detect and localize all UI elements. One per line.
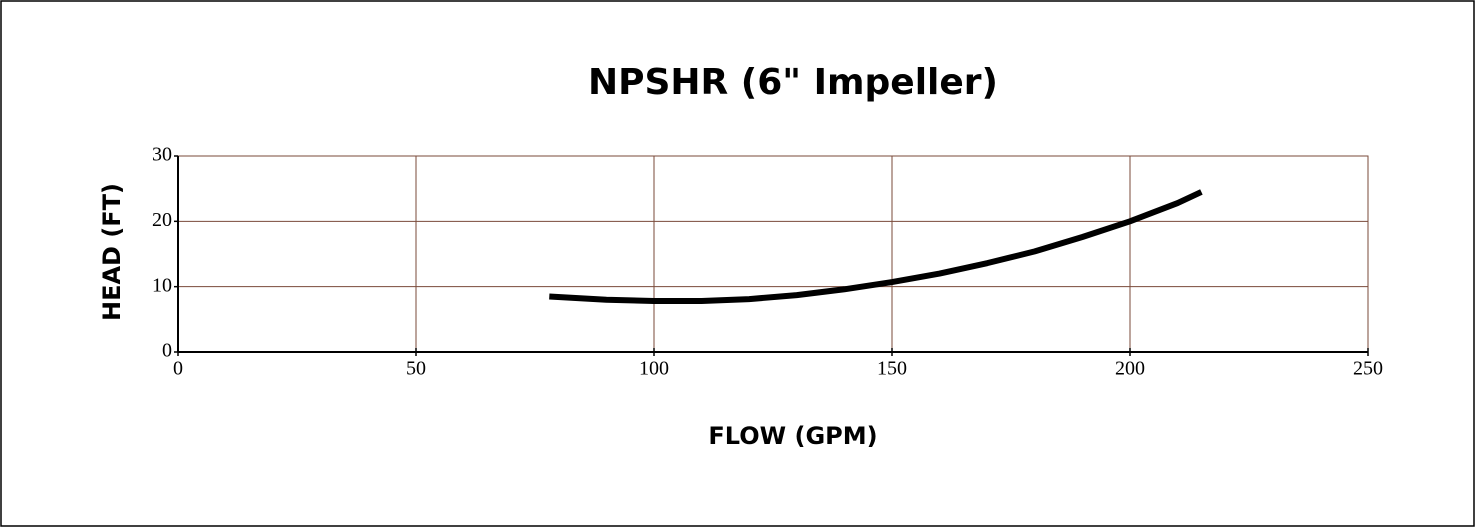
x-tick-label: 150 (877, 358, 907, 380)
line-series (549, 189, 1203, 305)
y-tick-label: 0 (162, 340, 172, 362)
x-tick-label: 100 (639, 358, 669, 380)
y-axis-label: HEAD (FT) (98, 183, 126, 321)
x-axis-label: FLOW (GPM) (708, 422, 877, 450)
x-tick-label: 250 (1353, 358, 1383, 380)
x-tick-label: 0 (173, 358, 183, 380)
y-tick-label: 20 (152, 209, 172, 231)
y-tick-label: 30 (152, 144, 172, 166)
chart-title: NPSHR (6" Impeller) (588, 62, 998, 103)
x-tick-label: 200 (1115, 358, 1145, 380)
x-tick-label: 50 (406, 358, 426, 380)
y-tick-label: 10 (152, 274, 172, 296)
